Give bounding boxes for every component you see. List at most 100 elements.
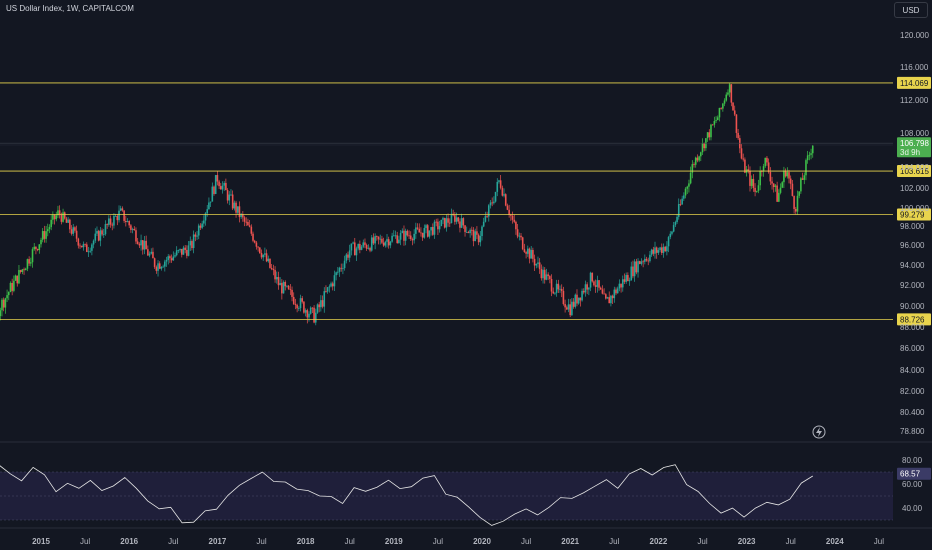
time-tick-label: 2024 bbox=[826, 537, 844, 546]
candle-body bbox=[311, 307, 314, 309]
candle-body bbox=[55, 215, 58, 220]
candle-body bbox=[811, 145, 814, 154]
candle-body bbox=[730, 84, 733, 103]
candle-body bbox=[372, 237, 375, 244]
candle-body bbox=[772, 183, 775, 187]
candle-body bbox=[618, 283, 621, 289]
candle-body bbox=[277, 276, 280, 286]
candle-body bbox=[520, 235, 522, 238]
price-tick-label: 82.000 bbox=[900, 387, 925, 396]
candle-body bbox=[423, 228, 426, 238]
candle-body bbox=[469, 229, 471, 234]
candle-body bbox=[476, 231, 478, 235]
price-tick-label: 98.000 bbox=[900, 222, 925, 231]
candle-body bbox=[401, 230, 404, 233]
candle-body bbox=[28, 259, 30, 264]
candle-body bbox=[701, 143, 704, 153]
candle-body bbox=[150, 251, 153, 254]
candle-body bbox=[442, 217, 444, 220]
candle-body bbox=[455, 217, 458, 222]
candle-body bbox=[381, 238, 383, 243]
candle-body bbox=[196, 235, 198, 237]
candle-body bbox=[459, 221, 461, 228]
candle-body bbox=[89, 250, 91, 252]
candle-body bbox=[333, 275, 336, 287]
candle-body bbox=[203, 220, 205, 224]
candle-body bbox=[179, 248, 181, 251]
candle-body bbox=[13, 280, 15, 291]
candle-body bbox=[761, 171, 763, 172]
candle-body bbox=[655, 247, 658, 253]
candle-body bbox=[774, 185, 777, 187]
candle-body bbox=[808, 154, 811, 156]
time-tick-label: Jul bbox=[256, 537, 266, 546]
candle-body bbox=[243, 217, 246, 222]
candle-body bbox=[269, 258, 271, 268]
candle-body bbox=[588, 287, 590, 290]
candle-body bbox=[625, 275, 627, 282]
candle-body bbox=[301, 298, 304, 302]
candle-body bbox=[160, 267, 163, 269]
candle-body bbox=[510, 214, 512, 216]
candle-body bbox=[84, 244, 86, 245]
chart-title: US Dollar Index, 1W, CAPITALCOM bbox=[6, 4, 134, 13]
currency-button[interactable]: USD bbox=[894, 2, 928, 18]
candle-body bbox=[48, 227, 51, 230]
candle-body bbox=[379, 238, 382, 240]
candle-body bbox=[694, 157, 697, 165]
candle-body bbox=[19, 270, 22, 273]
candle-body bbox=[138, 243, 141, 246]
candles bbox=[0, 82, 814, 326]
lightning-icon[interactable] bbox=[812, 425, 826, 439]
candle-body bbox=[298, 308, 300, 309]
candle-body bbox=[101, 230, 103, 235]
candle-body bbox=[11, 282, 13, 291]
candle-body bbox=[471, 229, 473, 231]
price-tag-bg bbox=[897, 313, 931, 326]
price-tick-label: 120.000 bbox=[900, 31, 929, 40]
candle-body bbox=[560, 288, 563, 291]
rsi-tick-label: 40.00 bbox=[902, 504, 923, 513]
candle-body bbox=[755, 190, 758, 192]
candle-body bbox=[180, 248, 183, 255]
candle-body bbox=[393, 235, 395, 237]
candle-body bbox=[759, 171, 761, 186]
candle-body bbox=[52, 214, 54, 220]
candle-body bbox=[720, 107, 722, 109]
candle-body bbox=[335, 272, 337, 276]
candle-body bbox=[299, 298, 302, 309]
candle-body bbox=[169, 256, 171, 259]
candle-body bbox=[394, 235, 397, 237]
candle-body bbox=[713, 120, 716, 125]
time-tick-label: 2021 bbox=[561, 537, 579, 546]
candle-body bbox=[528, 248, 531, 259]
candle-body bbox=[801, 178, 804, 180]
candle-body bbox=[806, 155, 809, 161]
candle-body bbox=[664, 246, 666, 252]
candle-body bbox=[779, 187, 782, 193]
candle-body bbox=[272, 268, 275, 271]
candle-body bbox=[783, 170, 785, 183]
candle-body bbox=[676, 216, 678, 223]
candle-body bbox=[803, 175, 806, 180]
candle-body bbox=[192, 234, 195, 249]
rsi-tick-label: 60.00 bbox=[902, 480, 923, 489]
candle-body bbox=[727, 92, 729, 95]
candle-body bbox=[233, 202, 236, 209]
candle-body bbox=[9, 282, 12, 293]
candle-body bbox=[279, 282, 281, 286]
time-tick-label: Jul bbox=[697, 537, 707, 546]
candle-body bbox=[608, 297, 611, 304]
candle-body bbox=[645, 258, 648, 261]
candle-body bbox=[584, 284, 587, 293]
candle-body bbox=[170, 258, 173, 261]
candle-body bbox=[598, 280, 600, 288]
candle-body bbox=[250, 226, 253, 234]
candle-body bbox=[369, 247, 371, 251]
candle-body bbox=[554, 292, 556, 294]
candle-body bbox=[191, 241, 193, 249]
candle-body bbox=[337, 271, 339, 273]
candle-body bbox=[703, 143, 705, 149]
candle-body bbox=[722, 103, 724, 109]
